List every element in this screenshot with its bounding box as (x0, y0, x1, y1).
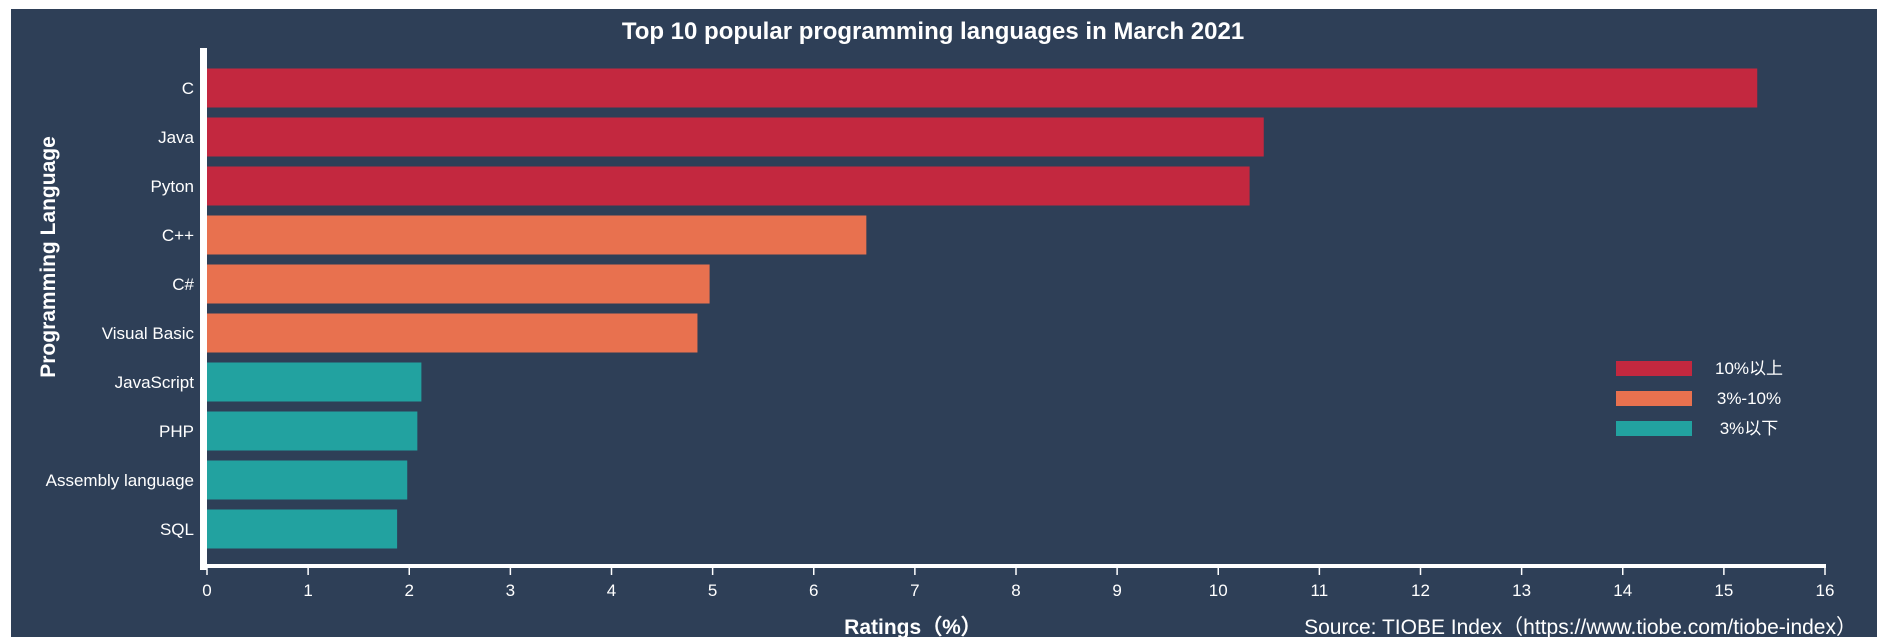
bar-5 (207, 313, 698, 353)
y-tick-label: C (182, 79, 194, 98)
y-tick-label: JavaScript (115, 373, 195, 392)
x-tick-label: 13 (1512, 581, 1531, 600)
x-axis-line (200, 564, 1826, 568)
bar-8 (207, 460, 408, 500)
bar-9 (207, 509, 398, 549)
chart: Top 10 popular programming languages in … (11, 9, 1877, 639)
x-tick-label: 8 (1011, 581, 1020, 600)
y-axis-line (200, 48, 207, 570)
y-tick-label: C++ (162, 226, 194, 245)
bar-0 (207, 68, 1758, 108)
bar-6 (207, 362, 422, 402)
x-tick-label: 6 (809, 581, 818, 600)
bar-2 (207, 166, 1250, 206)
y-tick-label: Assembly language (46, 471, 194, 490)
y-axis-title: Programming Language (37, 136, 60, 378)
x-tick-label: 0 (202, 581, 211, 600)
y-tick-label: Visual Basic (102, 324, 195, 343)
x-tick-label: 4 (607, 581, 616, 600)
legend-swatch (1616, 361, 1692, 376)
x-tick-label: 5 (708, 581, 717, 600)
bar-1 (207, 117, 1264, 157)
legend-label: 3%以下 (1720, 419, 1779, 438)
x-tick-label: 16 (1816, 581, 1835, 600)
legend-swatch (1616, 421, 1692, 436)
legend-label: 3%-10% (1717, 389, 1781, 408)
y-tick-label: Pyton (151, 177, 194, 196)
x-tick-label: 12 (1411, 581, 1430, 600)
legend-swatch (1616, 391, 1692, 406)
x-tick-label: 11 (1311, 581, 1329, 600)
x-tick-label: 15 (1714, 581, 1733, 600)
y-tick-label: PHP (159, 422, 194, 441)
legend-label: 10%以上 (1715, 359, 1783, 378)
bar-chart-svg: Top 10 popular programming languages in … (37, 18, 1857, 639)
bar-4 (207, 264, 710, 304)
x-tick-label: 7 (910, 581, 919, 600)
y-tick-label: Java (158, 128, 194, 147)
x-tick-label: 10 (1209, 581, 1228, 600)
x-tick-label: 14 (1613, 581, 1632, 600)
y-tick-label: C# (172, 275, 194, 294)
bar-3 (207, 215, 867, 255)
x-tick-label: 9 (1112, 581, 1121, 600)
x-axis-title: Ratings（%） (844, 615, 982, 637)
source-note: Source: TIOBE Index（https://www.tiobe.co… (1304, 616, 1857, 637)
bar-7 (207, 411, 418, 451)
x-tick-label: 3 (506, 581, 515, 600)
y-tick-label: SQL (160, 520, 194, 539)
x-tick-label: 2 (405, 581, 414, 600)
x-tick-label: 1 (303, 581, 312, 600)
chart-title: Top 10 popular programming languages in … (622, 18, 1244, 45)
